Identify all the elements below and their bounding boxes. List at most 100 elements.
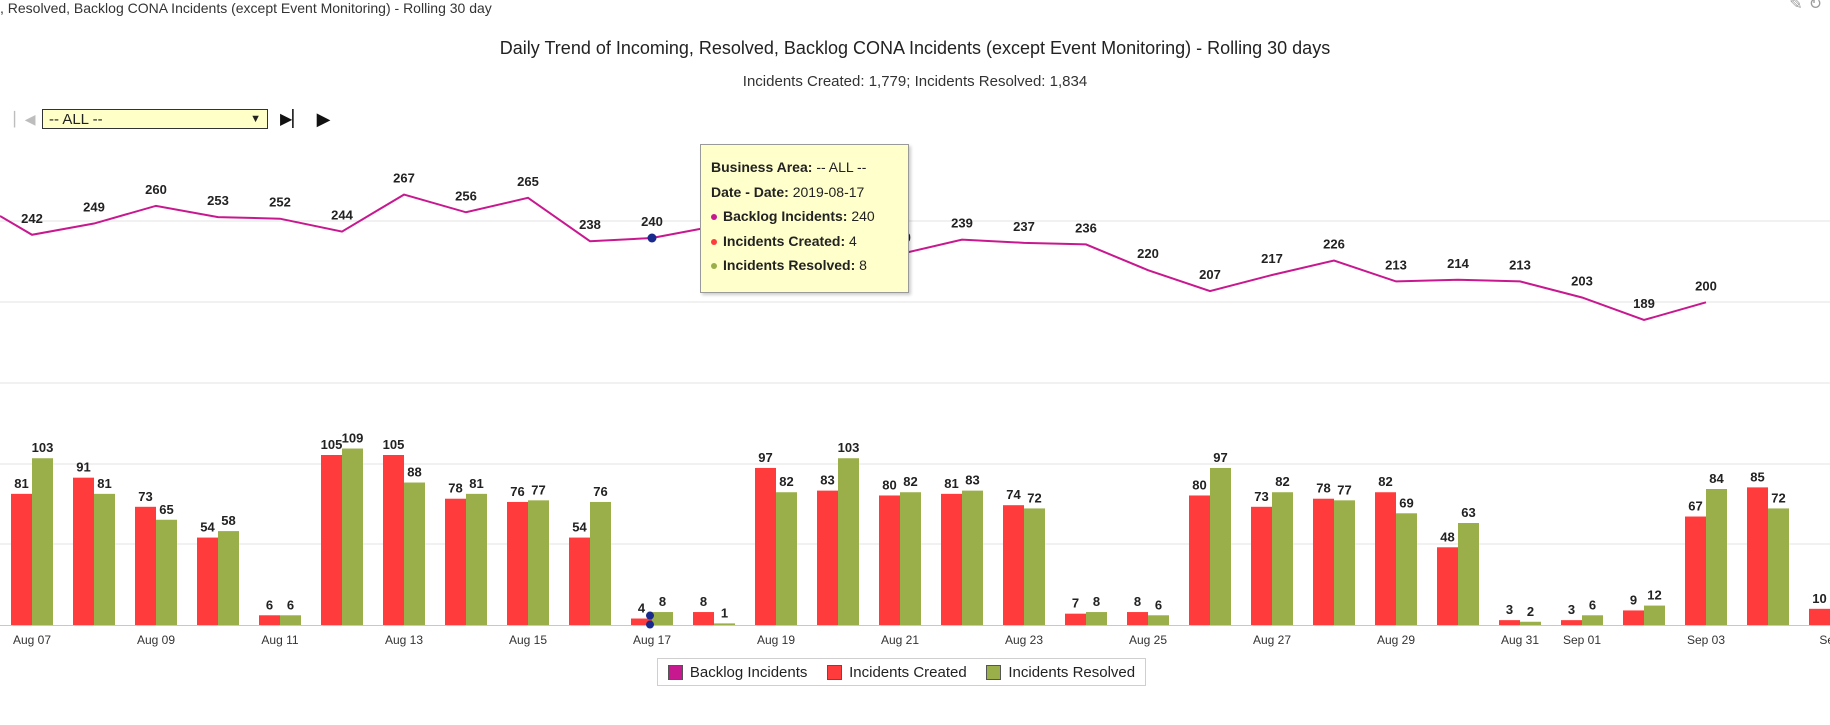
backlog-point-label: 213 xyxy=(1509,257,1531,272)
data-tooltip: Business Area: -- ALL -- Date - Date: 20… xyxy=(700,144,909,293)
legend-label-backlog: Backlog Incidents xyxy=(689,663,808,681)
bar-resolved-label: 58 xyxy=(221,513,235,528)
bar-created xyxy=(1623,610,1644,625)
backlog-line-hidden-segment xyxy=(651,227,706,239)
backlog-point-label: 226 xyxy=(1323,237,1345,252)
bar-created xyxy=(1437,547,1458,625)
bar-created xyxy=(1313,498,1334,625)
toolbar: ✎ ↻ xyxy=(1783,0,1822,14)
bar-created xyxy=(1127,612,1148,625)
bar-resolved xyxy=(156,519,177,625)
bar-resolved xyxy=(1334,500,1355,625)
bar-resolved xyxy=(280,615,301,625)
bar-created-label: 4 xyxy=(638,601,646,616)
bar-created-label: 78 xyxy=(1316,481,1330,496)
refresh-icon[interactable]: ↻ xyxy=(1808,0,1822,13)
bar-resolved-label: 77 xyxy=(1337,482,1351,497)
bar-created xyxy=(1251,506,1272,625)
bar-resolved xyxy=(714,623,735,625)
bar-created-label: 91 xyxy=(76,460,90,475)
bar-created xyxy=(445,498,466,625)
business-area-select-value: -- ALL -- xyxy=(49,110,103,128)
backlog-point-label: 203 xyxy=(1571,273,1593,288)
bar-resolved-label: 12 xyxy=(1647,588,1661,603)
pencil-icon[interactable]: ✎ xyxy=(1789,0,1803,13)
bar-resolved-label: 69 xyxy=(1399,495,1413,510)
tooltip-date-value: 2019-08-17 xyxy=(792,183,865,200)
bar-resolved xyxy=(838,458,859,625)
bar-resolved-label: 97 xyxy=(1213,450,1227,465)
backlog-point-label: 236 xyxy=(1075,220,1097,235)
x-tick-label: Aug 21 xyxy=(881,633,919,647)
bar-resolved xyxy=(962,490,983,625)
bar-created-label: 8 xyxy=(700,594,707,609)
bar-created-label: 9 xyxy=(1630,592,1637,607)
backlog-point-label: 220 xyxy=(1137,246,1159,261)
bar-resolved-label: 83 xyxy=(965,473,979,488)
bar-created xyxy=(11,493,32,625)
x-tick-label: Aug 11 xyxy=(261,633,298,647)
bar-created xyxy=(1375,492,1396,625)
backlog-point-label: 267 xyxy=(393,171,415,186)
backlog-point-label: 207 xyxy=(1199,267,1221,282)
backlog-point-label: 256 xyxy=(455,188,477,203)
bar-created xyxy=(817,490,838,625)
resolved-dot-icon xyxy=(711,263,717,270)
backlog-point-label: 237 xyxy=(1013,219,1035,234)
x-tick-label: Aug 19 xyxy=(757,633,795,647)
bar-resolved-label: 88 xyxy=(407,465,421,480)
bar-resolved-label: 82 xyxy=(1275,474,1289,489)
bar-resolved-label: 65 xyxy=(159,502,173,517)
tooltip-resolved-value: 8 xyxy=(859,257,867,273)
bar-created-label: 54 xyxy=(572,520,587,535)
backlog-point-label: 249 xyxy=(83,200,105,215)
x-tick-label: Sep 03 xyxy=(1687,633,1725,647)
step-forward-icon[interactable]: ▶▏ xyxy=(280,111,305,128)
resolved-swatch xyxy=(986,664,1002,680)
bar-resolved xyxy=(1148,615,1169,625)
business-area-select[interactable]: -- ALL -- ▼ xyxy=(42,109,268,129)
bar-created-label: 10 xyxy=(1812,591,1826,606)
backlog-swatch xyxy=(667,664,683,680)
play-icon[interactable]: ▶ xyxy=(316,108,331,129)
bar-resolved-label: 72 xyxy=(1771,490,1785,505)
bar-resolved xyxy=(1024,508,1045,625)
legend-item-created[interactable]: Incidents Created xyxy=(827,664,967,681)
bar-resolved xyxy=(1458,523,1479,625)
report-title: , Resolved, Backlog CONA Incidents (exce… xyxy=(0,0,492,16)
bar-created xyxy=(383,455,404,625)
bar-created-label: 74 xyxy=(1006,487,1021,502)
legend-item-resolved[interactable]: Incidents Resolved xyxy=(986,664,1135,681)
bar-resolved xyxy=(466,493,487,625)
bar-created-label: 3 xyxy=(1506,602,1513,617)
legend-item-backlog[interactable]: Backlog Incidents xyxy=(667,663,808,681)
bar-created xyxy=(1065,613,1086,625)
backlog-line xyxy=(0,193,653,243)
bar-created xyxy=(1809,608,1830,625)
bar-resolved xyxy=(1086,612,1107,625)
backlog-point-label: 217 xyxy=(1261,251,1283,266)
bar-resolved-label: 2 xyxy=(1527,604,1534,619)
bar-created xyxy=(507,501,528,625)
bar-resolved-label: 77 xyxy=(531,482,545,497)
bar-created-label: 76 xyxy=(510,484,524,499)
bar-resolved xyxy=(342,448,363,625)
tooltip-backlog-value: 240 xyxy=(851,208,875,224)
bar-resolved xyxy=(1396,513,1417,625)
tooltip-created-label: Incidents Created: xyxy=(723,232,846,249)
bar-created-label: 73 xyxy=(1254,489,1268,504)
legend-label-resolved: Incidents Resolved xyxy=(1008,663,1136,681)
bar-created xyxy=(879,495,900,625)
bar-resolved-label: 81 xyxy=(469,476,483,491)
x-tick-label: Aug 31 xyxy=(1501,633,1539,647)
bar-created xyxy=(321,455,342,625)
bar-created-label: 6 xyxy=(266,597,273,612)
highlight-marker-created xyxy=(646,611,654,620)
bar-resolved xyxy=(404,482,425,625)
tooltip-backlog-label: Backlog Incidents: xyxy=(723,208,848,224)
bar-resolved xyxy=(652,612,673,625)
backlog-point-label: 238 xyxy=(579,217,601,232)
backlog-point-label: 200 xyxy=(1695,278,1717,293)
bar-created xyxy=(1747,487,1768,625)
